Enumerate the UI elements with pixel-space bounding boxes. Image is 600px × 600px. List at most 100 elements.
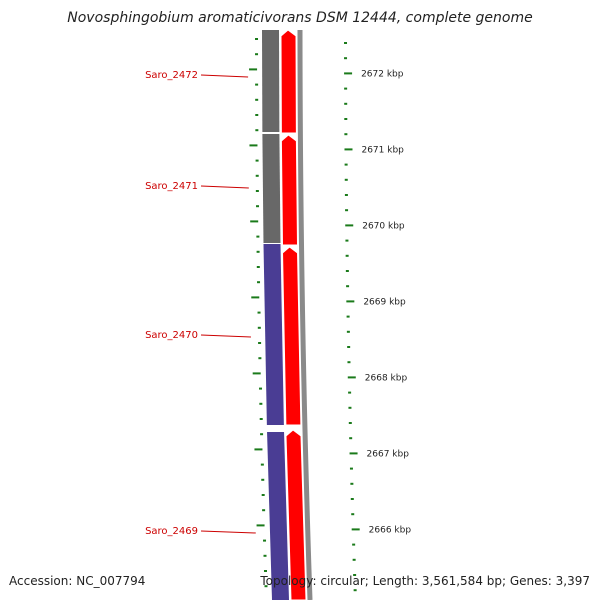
inner-minor-tick — [255, 83, 259, 86]
outer-minor-tick — [345, 209, 349, 212]
inner-minor-tick — [257, 326, 261, 329]
topology-label: Topology: circular; Length: 3,561,584 bp… — [260, 574, 590, 588]
inner-minor-tick — [263, 554, 267, 557]
kbp-tick-label: 2666 kbp — [369, 525, 412, 535]
outer-minor-tick — [346, 330, 350, 333]
outer-minor-tick — [350, 482, 354, 485]
inner-minor-tick — [256, 235, 260, 238]
map-title: Novosphingobium aromaticivorans DSM 1244… — [67, 10, 533, 26]
outer-minor-tick — [344, 194, 348, 196]
outer-minor-tick — [345, 270, 349, 272]
inner-tick-track — [249, 38, 268, 588]
inner-minor-tick — [263, 570, 267, 572]
inner-minor-tick — [261, 478, 265, 481]
outer-minor-tick — [344, 133, 348, 136]
inner-minor-tick — [259, 387, 263, 390]
outer-tick-track — [344, 42, 360, 592]
outer-major-tick — [344, 148, 353, 151]
gene-label-saro-2472[interactable]: Saro_2472 — [145, 70, 198, 81]
inner-minor-tick — [260, 433, 264, 436]
gene-label-saro-2469[interactable]: Saro_2469 — [145, 526, 198, 537]
inner-minor-tick — [258, 342, 262, 344]
kbp-tick-label: 2668 kbp — [365, 373, 408, 383]
outer-minor-tick — [347, 346, 351, 348]
inner-major-tick — [254, 448, 263, 451]
inner-minor-tick — [257, 311, 261, 314]
gene-leader-line — [200, 530, 256, 534]
outer-minor-tick — [352, 558, 356, 561]
inner-minor-tick — [256, 250, 260, 253]
outer-minor-tick — [346, 285, 350, 288]
outer-minor-tick — [351, 513, 355, 516]
outer-minor-tick — [348, 422, 352, 424]
inner-minor-tick — [255, 114, 259, 116]
kbp-tick-label: 2669 kbp — [363, 297, 406, 307]
strand-arrow-3 — [282, 246, 302, 426]
backbone-track — [297, 29, 313, 600]
outer-minor-tick — [347, 361, 351, 364]
outer-minor-tick — [344, 57, 348, 60]
inner-minor-tick — [255, 190, 259, 192]
outer-minor-tick — [345, 239, 349, 242]
backbone-line — [297, 29, 313, 600]
outer-major-tick — [346, 300, 355, 303]
outer-minor-tick — [353, 574, 357, 576]
inner-minor-tick — [264, 585, 268, 588]
inner-minor-tick — [263, 539, 267, 542]
outer-major-tick — [344, 72, 353, 75]
gene-label-saro-2470[interactable]: Saro_2470 — [145, 330, 198, 341]
inner-minor-tick — [255, 174, 259, 177]
gene-feature-4 — [267, 432, 289, 600]
outer-minor-tick — [350, 498, 354, 500]
outer-minor-tick — [353, 589, 357, 592]
outer-minor-tick — [348, 406, 352, 409]
outer-major-tick — [349, 452, 358, 455]
outer-minor-tick — [348, 391, 352, 394]
outer-major-tick — [345, 224, 354, 227]
inner-major-tick — [251, 296, 260, 299]
inner-minor-tick — [260, 463, 264, 466]
inner-minor-tick — [259, 402, 263, 405]
outer-minor-tick — [352, 543, 356, 546]
inner-minor-tick — [258, 357, 262, 360]
inner-major-tick — [249, 68, 258, 71]
strand-arrow-1 — [280, 29, 297, 134]
kbp-tick-label: 2670 kbp — [362, 221, 405, 231]
accession-label: Accession: NC_007794 — [9, 574, 146, 588]
gene-leader-line — [200, 334, 251, 338]
inner-minor-tick — [262, 509, 266, 512]
inner-minor-tick — [256, 205, 260, 208]
inner-minor-tick — [259, 418, 263, 420]
outer-minor-tick — [344, 178, 348, 181]
inner-major-tick — [250, 220, 259, 223]
gene-feature-1 — [262, 30, 280, 132]
outer-minor-tick — [345, 254, 349, 257]
inner-minor-tick — [255, 159, 259, 162]
inner-minor-tick — [255, 129, 259, 132]
kbp-tick-label: 2672 kbp — [361, 69, 404, 79]
outer-minor-tick — [346, 315, 350, 318]
strand-arrow-2 — [280, 134, 299, 246]
outer-minor-tick — [344, 87, 348, 90]
kbp-labels: 2672 kbp 2671 kbp 2670 kbp 2669 kbp 2668 kbp… — [361, 69, 411, 535]
outer-minor-tick — [349, 437, 353, 440]
gene-labels: Saro_2472 Saro_2471 Saro_2470 Saro_2469 — [145, 70, 256, 537]
inner-minor-tick — [261, 494, 265, 496]
strand-arrow-4 — [285, 429, 307, 600]
outer-minor-tick — [344, 118, 348, 120]
inner-minor-tick — [257, 281, 261, 284]
inner-minor-tick — [255, 53, 259, 56]
inner-minor-tick — [256, 266, 260, 268]
inner-minor-tick — [255, 98, 259, 101]
gene-leader-line — [200, 185, 249, 189]
outer-minor-tick — [344, 163, 348, 166]
gene-label-saro-2471[interactable]: Saro_2471 — [145, 181, 198, 192]
kbp-tick-label: 2671 kbp — [361, 145, 404, 155]
strand-track — [280, 29, 307, 600]
outer-major-tick — [351, 528, 360, 531]
feature-track — [262, 30, 289, 600]
gene-feature-2 — [262, 134, 281, 243]
inner-minor-tick — [255, 38, 259, 40]
inner-major-tick — [249, 144, 258, 147]
